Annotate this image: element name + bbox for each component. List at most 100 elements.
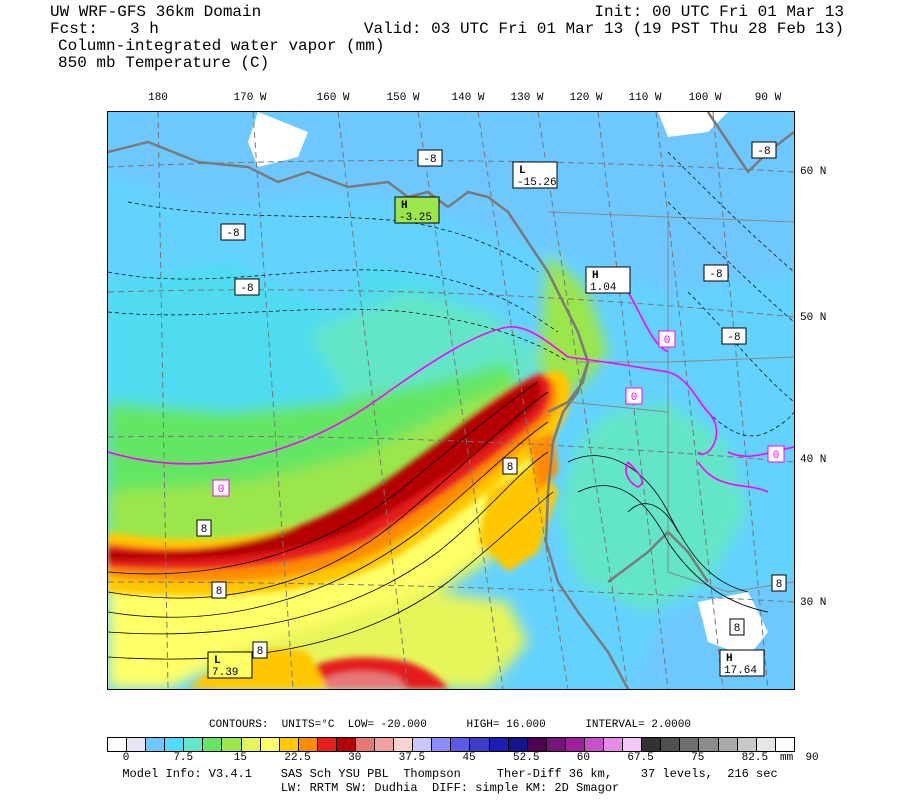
lon-label: 170 W	[233, 92, 267, 104]
colorbar-label: 52.5	[513, 752, 540, 764]
colorbar-swatch	[394, 738, 414, 751]
svg-text:-8: -8	[709, 269, 722, 281]
forecast-label: Fcst:	[50, 20, 99, 38]
lat-label: 30 N	[800, 597, 827, 609]
contour-label: -8	[703, 264, 729, 282]
colorbar-swatch	[775, 738, 794, 751]
svg-text:-8: -8	[240, 283, 253, 295]
colorbar	[107, 737, 795, 752]
contour-info: CONTOURS: UNITS=°C LOW= -20.000 HIGH= 16…	[209, 719, 691, 731]
colorbar-swatch	[584, 738, 605, 751]
forecast-hour: 3 h	[130, 20, 159, 38]
colorbar-swatch	[317, 738, 337, 751]
colorbar-label: 22.5	[284, 752, 311, 764]
contour-label: 0	[767, 445, 785, 463]
colorbar-label: 37.5	[398, 752, 426, 764]
colorbar-swatch	[623, 738, 643, 751]
svg-text:0: 0	[631, 392, 638, 404]
svg-text:-8: -8	[423, 154, 436, 166]
colorbar-swatch	[222, 738, 242, 751]
lon-label: 90 W	[754, 92, 782, 104]
svg-text:-8: -8	[727, 332, 740, 344]
colorbar-label: 30	[348, 752, 362, 764]
svg-text:0: 0	[773, 450, 780, 462]
weather-map[interactable]: -8 -8 -8 -8 -8 -8 0 0 0 0 8 8 8 8 8 8 L-…	[107, 111, 795, 690]
colorbar-label: 45	[462, 752, 476, 764]
svg-text:8: 8	[776, 579, 783, 591]
colorbar-swatch	[718, 738, 738, 751]
contour-label: -8	[220, 223, 246, 241]
colorbar-swatch	[756, 738, 776, 751]
colorbar-swatch	[642, 738, 662, 751]
svg-text:H: H	[592, 270, 599, 282]
svg-text:-3.25: -3.25	[399, 212, 432, 224]
colorbar-swatch	[184, 738, 204, 751]
cold-contours	[108, 151, 794, 437]
water-vapor-field	[108, 112, 794, 689]
contour-label: -8	[234, 278, 260, 296]
svg-text:-8: -8	[757, 146, 770, 158]
colorbar-swatch	[527, 738, 547, 751]
contour-label: 0	[212, 479, 230, 497]
colorbar-swatch	[108, 738, 128, 751]
colorbar-label: 75	[691, 752, 705, 764]
colorbar-unit: mm	[780, 752, 794, 764]
graticule	[108, 112, 794, 689]
field-title-water-vapor: Column-integrated water vapor (mm)	[58, 37, 385, 55]
valid-time: Valid: 03 UTC Fri 01 Mar 13 (19 PST Thu …	[363, 20, 844, 38]
svg-text:H: H	[726, 653, 733, 665]
colorbar-label: 82.5	[741, 752, 769, 764]
svg-text:17.64: 17.64	[724, 665, 757, 677]
contour-label: 0	[625, 387, 643, 405]
svg-text:8: 8	[507, 462, 514, 474]
colorbar-swatch	[432, 738, 452, 751]
colorbar-label: 67.5	[627, 752, 654, 764]
lon-label: 140 W	[451, 92, 485, 104]
colorbar-swatch	[241, 738, 261, 751]
colorbar-swatch	[413, 738, 433, 751]
colorbar-label: 15	[233, 752, 247, 764]
colorbar-swatch	[661, 738, 681, 751]
colorbar-swatch	[165, 738, 185, 751]
colorbar-swatch	[298, 738, 318, 751]
colorbar-swatch	[565, 738, 585, 751]
init-time: Init: 00 UTC Fri 01 Mar 13	[594, 3, 844, 21]
lon-label: 130 W	[510, 92, 544, 104]
lon-label: 100 W	[688, 92, 722, 104]
contour-label: 8	[502, 457, 518, 475]
contour-label: 8	[196, 519, 212, 537]
model-title: UW WRF-GFS 36km Domain	[50, 3, 262, 21]
pressure-center-high: H1.04	[585, 266, 631, 294]
svg-text:0: 0	[218, 484, 225, 496]
svg-text:8: 8	[201, 524, 208, 536]
contour-label: 8	[771, 574, 787, 592]
contour-label: 8	[211, 581, 227, 599]
colorbar-label: 60	[576, 752, 590, 764]
svg-text:8: 8	[257, 646, 264, 658]
colorbar-swatch	[279, 738, 299, 751]
contour-label: -8	[751, 141, 777, 159]
colorbar-swatch	[546, 738, 566, 751]
colorbar-swatch	[203, 738, 223, 751]
svg-text:8: 8	[734, 623, 741, 635]
lon-label: 120 W	[569, 92, 603, 104]
colorbar-swatch	[260, 738, 280, 751]
colorbar-swatch	[680, 738, 700, 751]
colorbar-swatch	[146, 738, 166, 751]
pressure-center-low: L7.39	[207, 651, 253, 679]
pressure-center-high: H-3.25	[394, 196, 440, 224]
colorbar-swatch	[451, 738, 471, 751]
colorbar-swatch	[737, 738, 757, 751]
lon-label: 110 W	[628, 92, 662, 104]
colorbar-label: 0	[122, 752, 130, 764]
colorbar-label: 90	[805, 752, 819, 764]
contour-label: -8	[721, 327, 747, 345]
physics-info: LW: RRTM SW: Dudhia DIFF: simple KM: 2D …	[280, 781, 620, 795]
colorbar-swatch	[699, 738, 719, 751]
colorbar-swatch	[508, 738, 528, 751]
contour-label-group: -8 -8 -8 -8 -8 -8 0 0 0 0 8 8 8 8 8 8	[196, 141, 787, 659]
colorbar-swatch	[356, 738, 376, 751]
svg-text:0: 0	[664, 335, 671, 347]
svg-text:7.39: 7.39	[212, 667, 238, 679]
